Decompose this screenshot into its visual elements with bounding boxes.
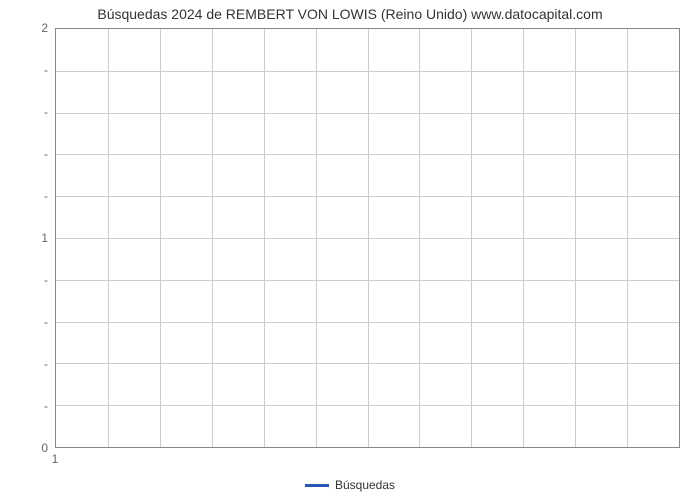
- grid-h: [56, 322, 679, 323]
- grid-h: [56, 71, 679, 72]
- y-tick-label: 1: [8, 231, 48, 245]
- y-tick-label: 2: [8, 21, 48, 35]
- grid-h: [56, 154, 679, 155]
- y-tick-label: 0: [8, 441, 48, 455]
- grid-h: [56, 113, 679, 114]
- chart-title: Búsquedas 2024 de REMBERT VON LOWIS (Rei…: [0, 6, 700, 22]
- y-tick-minor: -: [40, 399, 48, 413]
- y-tick-minor: -: [40, 357, 48, 371]
- x-tick-label: 1: [52, 452, 59, 466]
- grid-h: [56, 280, 679, 281]
- plot-area: [55, 28, 680, 448]
- grid-h: [56, 196, 679, 197]
- y-tick-minor: -: [40, 189, 48, 203]
- legend-label: Búsquedas: [335, 478, 395, 492]
- grid-h: [56, 405, 679, 406]
- legend-line-icon: [305, 484, 329, 487]
- y-tick-minor: -: [40, 147, 48, 161]
- y-tick-minor: -: [40, 273, 48, 287]
- y-tick-minor: -: [40, 315, 48, 329]
- y-tick-minor: -: [40, 63, 48, 77]
- grid-h: [56, 363, 679, 364]
- grid-h: [56, 238, 679, 239]
- legend: Búsquedas: [0, 477, 700, 492]
- y-tick-minor: -: [40, 105, 48, 119]
- chart-container: Búsquedas 2024 de REMBERT VON LOWIS (Rei…: [0, 0, 700, 500]
